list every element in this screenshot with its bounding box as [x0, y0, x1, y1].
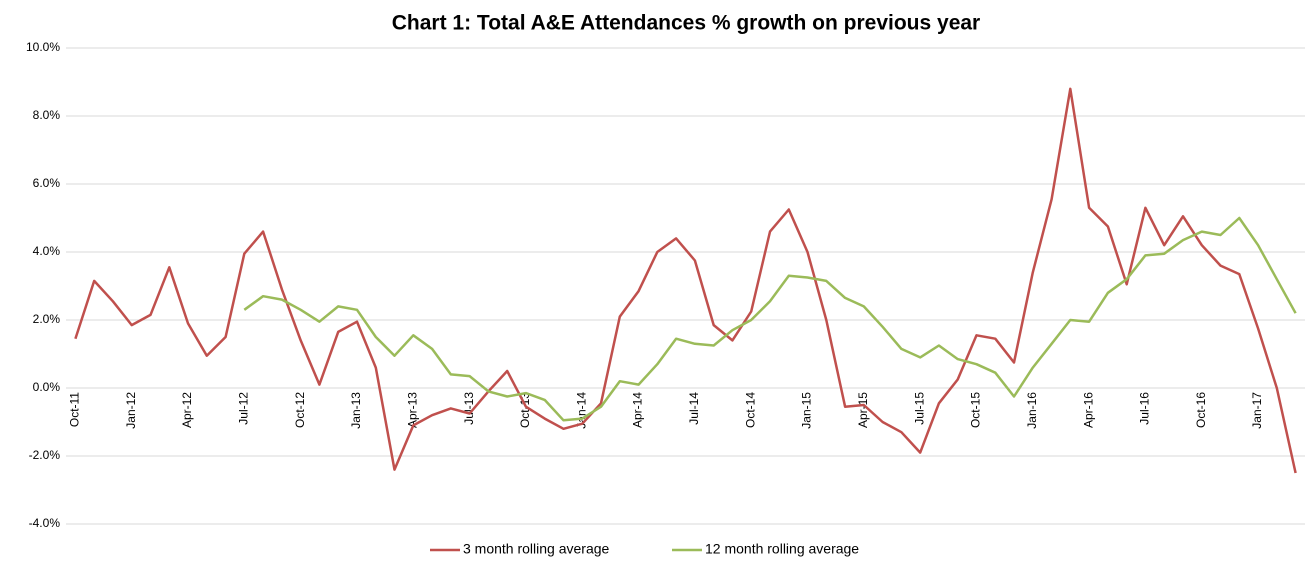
- x-tick-label: Jul-13: [462, 392, 476, 425]
- y-tick-label: 0.0%: [33, 380, 61, 394]
- x-tick-label: Apr-16: [1081, 392, 1095, 428]
- y-tick-label: -4.0%: [29, 516, 61, 530]
- x-tick-label: Jan-12: [124, 392, 138, 429]
- x-tick-label: Jul-15: [912, 392, 926, 425]
- x-tick-label: Jul-16: [1138, 392, 1152, 425]
- y-tick-label: 2.0%: [33, 312, 61, 326]
- x-tick-label: Jul-14: [687, 392, 701, 425]
- x-tick-label: Apr-13: [405, 392, 419, 428]
- x-tick-label: Oct-16: [1194, 392, 1208, 428]
- legend-label: 3 month rolling average: [463, 541, 610, 557]
- x-tick-label: Apr-12: [180, 392, 194, 428]
- x-tick-label: Jan-13: [349, 392, 363, 429]
- x-tick-label: Jan-15: [800, 392, 814, 429]
- series-line: [74, 87, 1297, 474]
- x-tick-label: Apr-15: [856, 392, 870, 428]
- series-line: [243, 216, 1297, 422]
- y-tick-label: 6.0%: [33, 176, 61, 190]
- x-tick-label: Jan-17: [1250, 392, 1264, 429]
- y-tick-label: 10.0%: [26, 40, 60, 54]
- x-tick-label: Jan-16: [1025, 392, 1039, 429]
- x-tick-label: Oct-11: [68, 392, 82, 427]
- legend-label: 12 month rolling average: [705, 541, 859, 557]
- y-tick-label: 8.0%: [33, 108, 61, 122]
- y-tick-label: 4.0%: [33, 244, 61, 258]
- y-tick-label: -2.0%: [29, 448, 61, 462]
- x-tick-label: Oct-15: [969, 392, 983, 428]
- x-tick-label: Oct-12: [293, 392, 307, 428]
- x-tick-label: Jul-12: [237, 392, 251, 425]
- chart-title: Chart 1: Total A&E Attendances % growth …: [392, 12, 980, 35]
- x-tick-label: Apr-14: [631, 392, 645, 428]
- x-tick-label: Oct-14: [743, 392, 757, 428]
